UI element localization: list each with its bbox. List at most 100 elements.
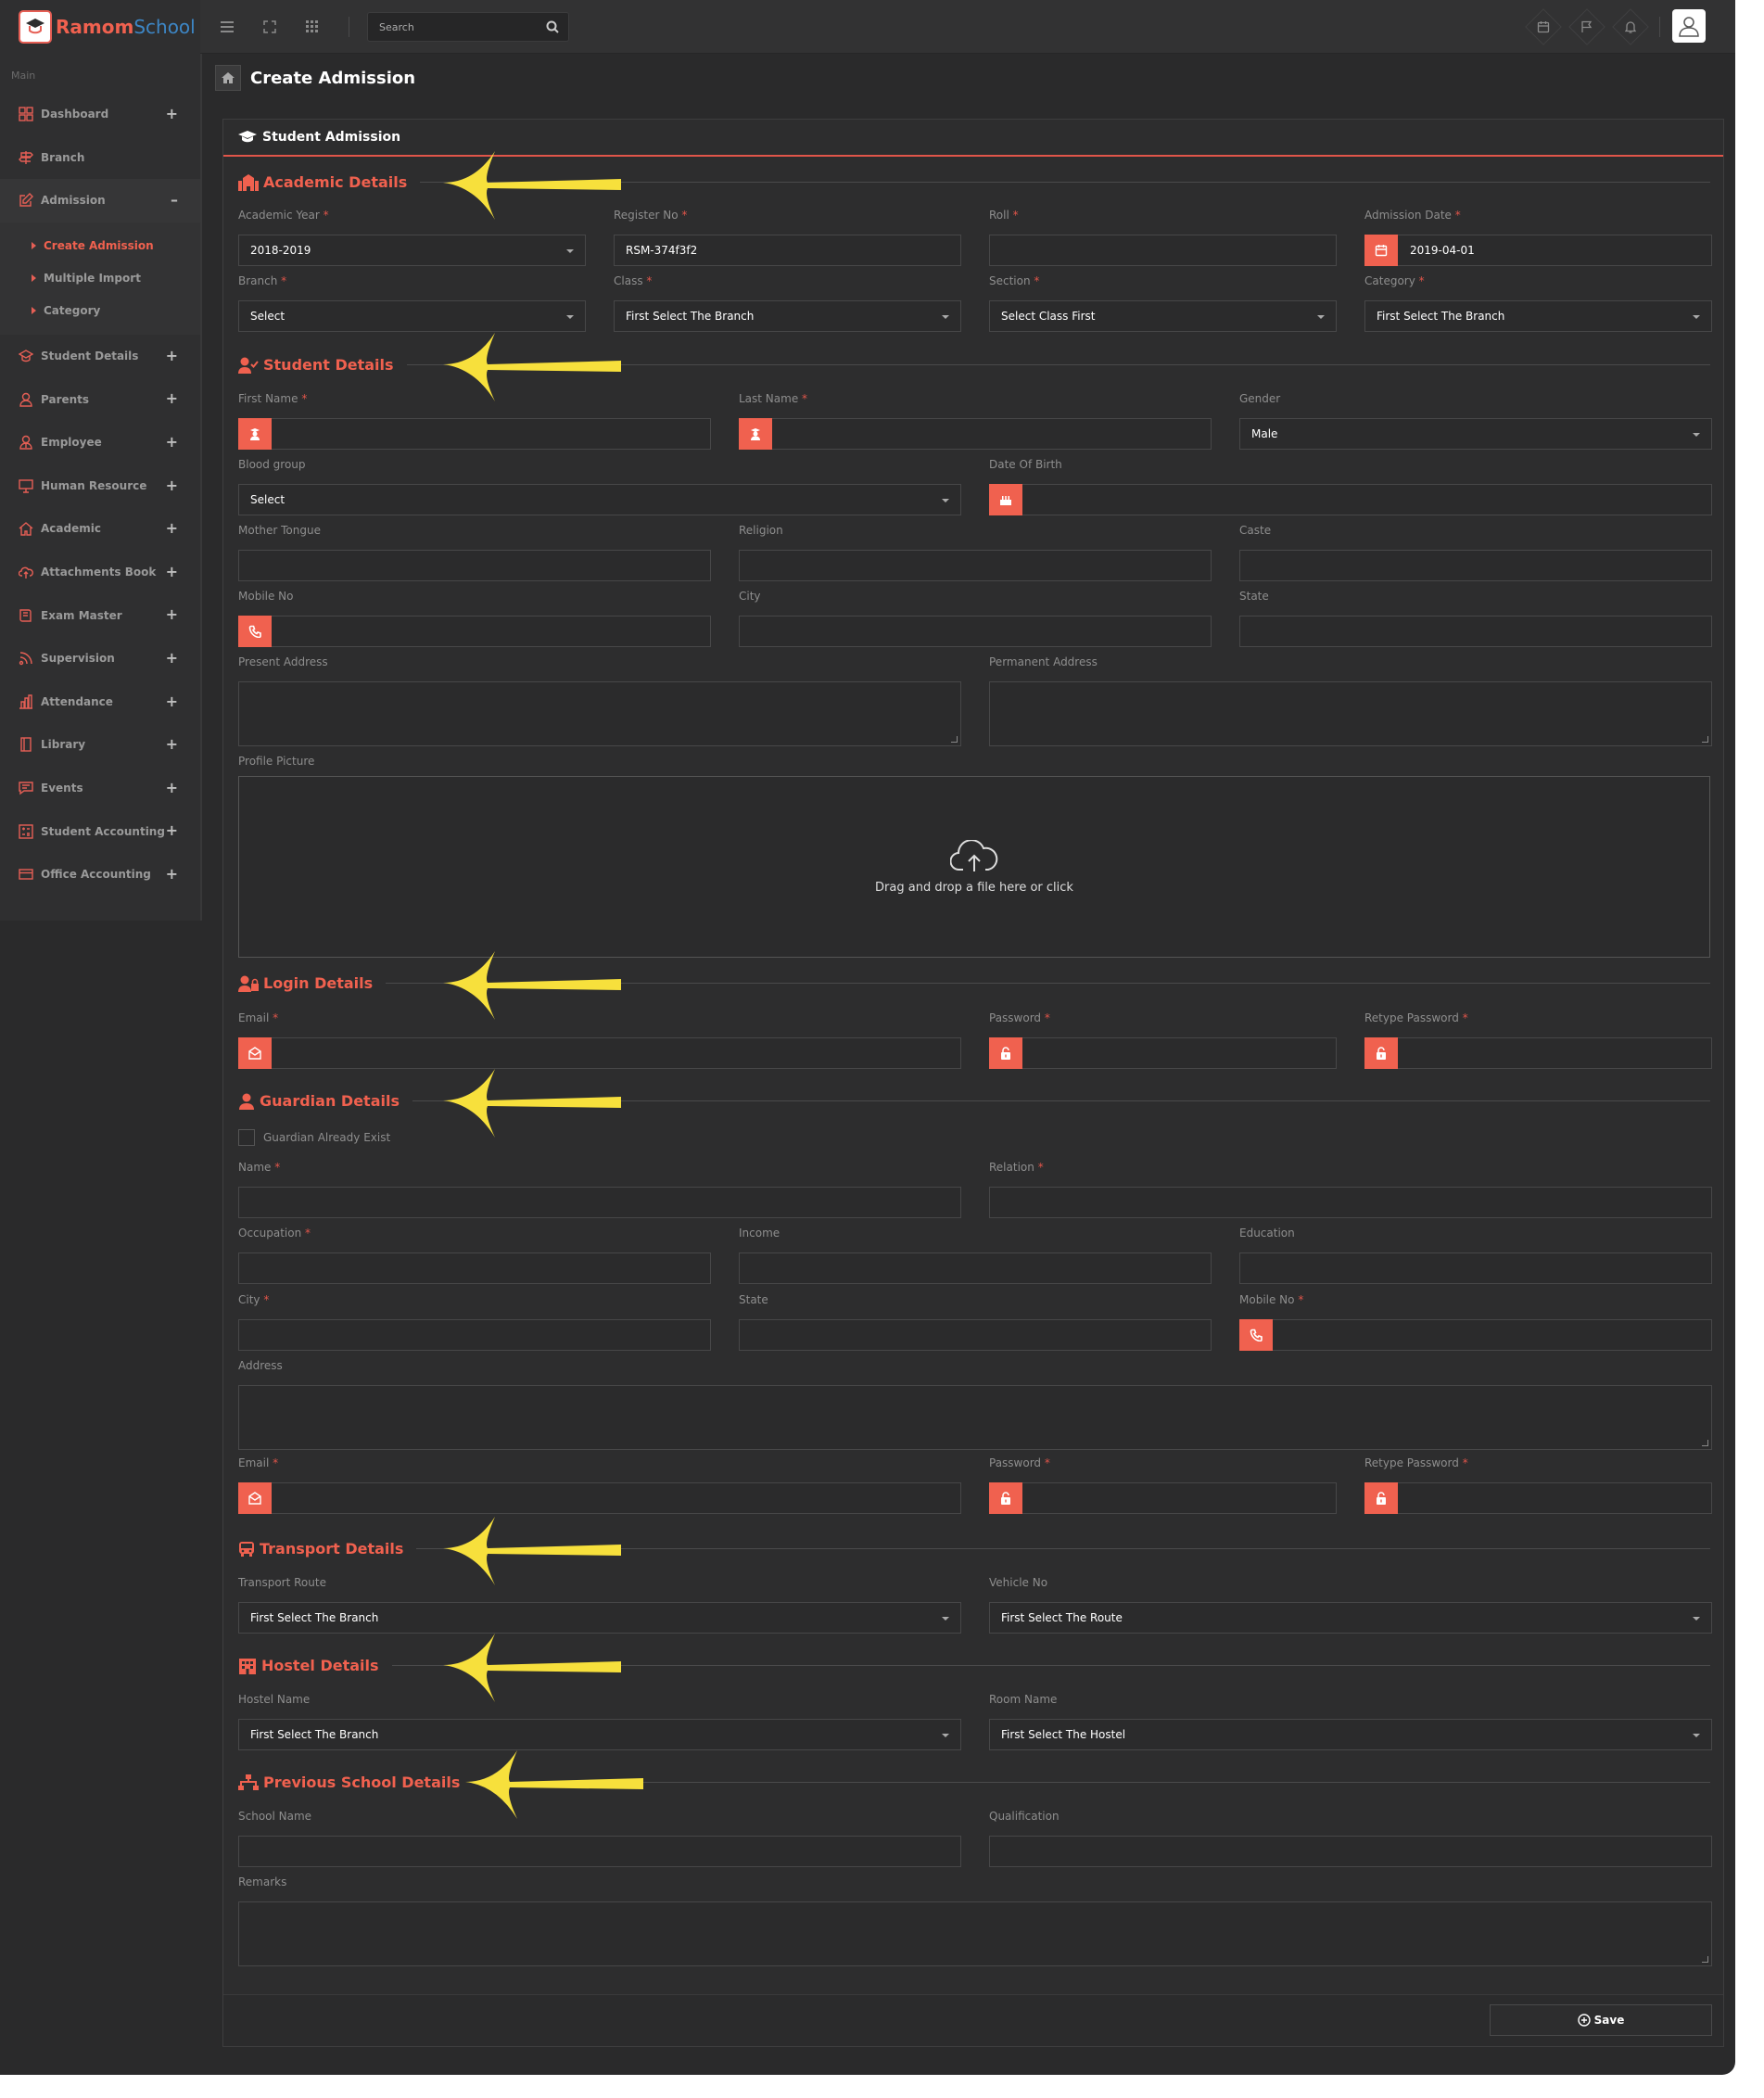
- expand-icon[interactable]: +: [165, 692, 178, 710]
- search-input[interactable]: [368, 13, 535, 41]
- sidebar-item-attachments-book[interactable]: Attachments Book +: [0, 551, 200, 594]
- sidebar-item-student-accounting[interactable]: Student Accounting +: [0, 809, 200, 853]
- guardian-occupation-input[interactable]: [238, 1252, 711, 1284]
- guardian-relation-input[interactable]: [989, 1187, 1712, 1218]
- sidebar-item-supervision[interactable]: Supervision +: [0, 637, 200, 680]
- room-name-select[interactable]: First Select The Hostel: [989, 1719, 1712, 1750]
- sidebar-item-events[interactable]: Events +: [0, 767, 200, 810]
- home-icon[interactable]: [215, 65, 241, 91]
- school-name-label: School Name: [238, 1810, 312, 1823]
- register-no-input[interactable]: RSM-374f3f2: [614, 235, 961, 266]
- present-address-textarea[interactable]: [238, 681, 961, 746]
- sidebar-item-admission[interactable]: Admission –: [0, 179, 200, 223]
- sidebar-item-parents[interactable]: Parents +: [0, 377, 200, 421]
- mobile-input[interactable]: [238, 616, 711, 647]
- gender-select[interactable]: Male: [1239, 418, 1712, 450]
- school-name-input[interactable]: [238, 1836, 961, 1867]
- expand-icon[interactable]: +: [165, 605, 178, 624]
- sidebar-item-exam-master[interactable]: Exam Master +: [0, 593, 200, 637]
- academic-year-select[interactable]: 2018-2019: [238, 235, 586, 266]
- blood-group-select[interactable]: Select: [238, 484, 961, 515]
- dob-input[interactable]: [989, 484, 1712, 515]
- expand-icon[interactable]: +: [165, 648, 178, 667]
- expand-icon[interactable]: +: [165, 821, 178, 840]
- sidebar-item-student-details[interactable]: Student Details +: [0, 335, 200, 378]
- submenu-item-category[interactable]: Category: [0, 295, 200, 327]
- guardian-exist-checkbox[interactable]: [238, 1129, 255, 1146]
- expand-icon[interactable]: +: [165, 346, 178, 364]
- logo[interactable]: RamomSchool: [0, 0, 200, 54]
- sidebar-item-academic[interactable]: Academic +: [0, 507, 200, 551]
- user-avatar-icon[interactable]: [1672, 9, 1706, 43]
- guardian-name-input[interactable]: [238, 1187, 961, 1218]
- expand-icon[interactable]: +: [165, 562, 178, 580]
- guardian-password-input[interactable]: [989, 1482, 1337, 1514]
- menu-icon[interactable]: [215, 15, 239, 39]
- guardian-address-textarea[interactable]: [238, 1385, 1712, 1450]
- class-select[interactable]: First Select The Branch: [614, 300, 961, 332]
- roll-input[interactable]: [989, 235, 1337, 266]
- branch-select[interactable]: Select: [238, 300, 586, 332]
- login-email-input[interactable]: [238, 1037, 961, 1069]
- apps-grid-icon[interactable]: [300, 15, 324, 39]
- collapse-icon[interactable]: –: [171, 191, 178, 210]
- qualification-input[interactable]: [989, 1836, 1712, 1867]
- submenu-item-create-admission[interactable]: Create Admission: [0, 230, 200, 262]
- login-retype-password-input[interactable]: [1364, 1037, 1712, 1069]
- sidebar-item-library[interactable]: Library +: [0, 723, 200, 767]
- expand-icon[interactable]: +: [165, 735, 178, 754]
- sidebar-item-dashboard[interactable]: Dashboard +: [0, 93, 200, 136]
- expand-icon[interactable]: +: [165, 778, 178, 796]
- permanent-address-textarea[interactable]: [989, 681, 1712, 746]
- select-value: First Select The Route: [1001, 1611, 1123, 1624]
- profile-picture-dropzone[interactable]: Drag and drop a file here or click: [238, 776, 1710, 958]
- annotation-arrow-icon: [443, 1069, 621, 1138]
- annotation-arrow-icon: [443, 1517, 621, 1585]
- sidebar-item-office-accounting[interactable]: Office Accounting +: [0, 853, 200, 896]
- religion-input[interactable]: [739, 550, 1212, 581]
- guardian-email-input[interactable]: [238, 1482, 961, 1514]
- present-address-label: Present Address: [238, 655, 328, 668]
- user-icon: [19, 392, 32, 407]
- guardian-state-input[interactable]: [739, 1319, 1212, 1351]
- phone-icon: [1239, 1319, 1273, 1351]
- category-select[interactable]: First Select The Branch: [1364, 300, 1712, 332]
- flag-icon[interactable]: [1577, 17, 1597, 37]
- transport-route-select[interactable]: First Select The Branch: [238, 1602, 961, 1634]
- admission-date-input[interactable]: 2019-04-01: [1364, 235, 1712, 266]
- calendar-icon[interactable]: [1533, 17, 1554, 37]
- guardian-retype-password-input[interactable]: [1364, 1482, 1712, 1514]
- sidebar-item-attendance[interactable]: Attendance +: [0, 680, 200, 724]
- city-input[interactable]: [739, 616, 1212, 647]
- remarks-textarea[interactable]: [238, 1901, 1712, 1966]
- bell-icon[interactable]: [1620, 17, 1641, 37]
- guardian-education-input[interactable]: [1239, 1252, 1712, 1284]
- expand-icon[interactable]: +: [165, 389, 178, 408]
- submenu-item-multiple-import[interactable]: Multiple Import: [0, 262, 200, 295]
- login-password-input[interactable]: [989, 1037, 1337, 1069]
- state-input[interactable]: [1239, 616, 1712, 647]
- guardian-income-input[interactable]: [739, 1252, 1212, 1284]
- expand-icon[interactable]: +: [165, 519, 178, 538]
- search-icon[interactable]: [546, 19, 559, 37]
- save-button[interactable]: Save: [1490, 2004, 1712, 2036]
- mother-tongue-input[interactable]: [238, 550, 711, 581]
- vehicle-no-select[interactable]: First Select The Route: [989, 1602, 1712, 1634]
- last-name-input[interactable]: [739, 418, 1212, 450]
- expand-icon[interactable]: +: [165, 105, 178, 122]
- sidebar-item-employee[interactable]: Employee +: [0, 421, 200, 464]
- calendar-icon[interactable]: [1364, 235, 1398, 266]
- expand-icon[interactable]: +: [165, 864, 178, 883]
- guardian-mobile-input[interactable]: [1239, 1319, 1712, 1351]
- fullscreen-icon[interactable]: [258, 15, 282, 39]
- expand-icon[interactable]: +: [165, 432, 178, 451]
- expand-icon[interactable]: +: [165, 476, 178, 494]
- caste-input[interactable]: [1239, 550, 1712, 581]
- guardian-city-input[interactable]: [238, 1319, 711, 1351]
- first-name-input[interactable]: [238, 418, 711, 450]
- sidebar-item-branch[interactable]: Branch: [0, 136, 200, 180]
- section-select[interactable]: Select Class First: [989, 300, 1337, 332]
- sidebar-item-human-resource[interactable]: Human Resource +: [0, 464, 200, 508]
- search-box[interactable]: [367, 12, 569, 42]
- hostel-name-select[interactable]: First Select The Branch: [238, 1719, 961, 1750]
